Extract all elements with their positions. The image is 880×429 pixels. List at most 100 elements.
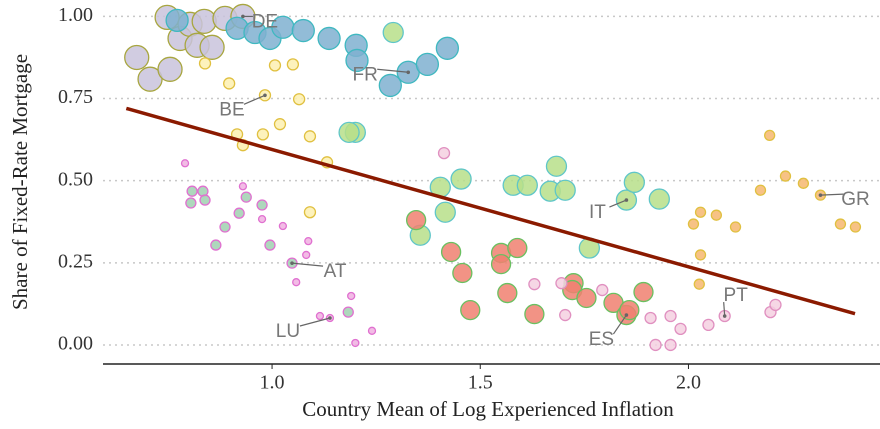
point — [452, 262, 473, 284]
point — [199, 34, 225, 60]
annotation-arrow — [820, 193, 844, 196]
point — [797, 177, 810, 189]
point — [849, 221, 862, 233]
annotation: GR — [841, 189, 870, 210]
point — [240, 191, 252, 203]
point — [648, 188, 670, 210]
point — [315, 311, 325, 321]
point — [157, 56, 183, 82]
point — [524, 303, 545, 325]
point — [238, 182, 248, 191]
point — [687, 218, 700, 230]
point — [545, 155, 568, 177]
point — [223, 77, 236, 90]
point — [198, 57, 212, 70]
arrow-head — [818, 193, 823, 197]
annotation: IT — [589, 202, 606, 223]
point — [769, 298, 782, 312]
point — [199, 194, 211, 206]
point — [619, 299, 640, 321]
point — [440, 241, 462, 263]
point — [754, 184, 767, 196]
point — [710, 209, 723, 221]
point — [292, 93, 306, 106]
annotation-arrow — [243, 94, 266, 105]
point — [633, 281, 654, 303]
x-tick-label: 2.0 — [676, 372, 701, 394]
arrow-head — [290, 261, 294, 265]
point — [555, 277, 568, 290]
annotation: ES — [589, 329, 614, 350]
point — [664, 338, 677, 352]
arrow-head — [241, 14, 245, 19]
y-tick-label: 0.50 — [58, 168, 93, 190]
point — [382, 21, 404, 44]
point — [764, 129, 776, 142]
point — [378, 73, 402, 98]
point — [338, 121, 360, 144]
arrow-head — [624, 313, 629, 317]
x-axis-title: Country Mean of Log Experienced Inflatio… — [302, 397, 674, 421]
point — [834, 218, 847, 230]
point — [435, 36, 460, 60]
point — [345, 48, 369, 73]
y-axis-title: Share of Fixed-Rate Mortgage — [8, 54, 32, 310]
point — [268, 59, 282, 72]
y-tick-label: 1.00 — [58, 4, 93, 26]
annotation: PT — [724, 285, 749, 306]
point — [185, 197, 197, 209]
point — [186, 185, 198, 197]
annotation-arrow — [291, 262, 324, 267]
point — [576, 287, 597, 309]
y-tick-label: 0.75 — [58, 86, 93, 108]
annotation: AT — [324, 261, 347, 282]
point — [664, 309, 677, 323]
point — [559, 308, 572, 322]
arrow-head — [406, 70, 411, 75]
point — [405, 209, 427, 231]
point — [347, 291, 356, 301]
point — [304, 236, 313, 246]
point — [437, 146, 451, 160]
y-tick-label: 0.25 — [58, 250, 93, 272]
point — [317, 26, 341, 51]
arrow-head — [263, 93, 267, 98]
point — [303, 130, 317, 143]
point — [674, 322, 687, 335]
annotation-arrow — [609, 199, 627, 208]
point — [702, 318, 715, 332]
point — [180, 159, 190, 168]
point — [165, 8, 189, 33]
point — [554, 179, 576, 201]
point — [693, 278, 705, 290]
point — [351, 338, 360, 348]
point — [729, 221, 742, 233]
annotation: BE — [219, 99, 244, 120]
point — [291, 18, 315, 43]
point — [256, 128, 270, 141]
point — [219, 221, 231, 233]
point — [124, 44, 150, 71]
annotation: FR — [353, 64, 378, 85]
point — [233, 207, 245, 219]
annotation: DE — [252, 11, 278, 32]
point — [256, 199, 268, 211]
point — [434, 201, 456, 223]
arrow-head — [624, 198, 629, 202]
annotation-arrow — [299, 317, 331, 327]
point — [367, 326, 377, 335]
arrow-head — [328, 316, 332, 320]
point — [278, 221, 288, 231]
point — [460, 299, 481, 321]
point — [528, 278, 541, 291]
point — [191, 8, 217, 35]
point — [694, 206, 707, 218]
point — [292, 278, 301, 287]
point — [649, 338, 662, 352]
point — [415, 52, 440, 77]
point — [264, 239, 276, 251]
trend-line — [125, 106, 856, 316]
point — [286, 58, 300, 71]
